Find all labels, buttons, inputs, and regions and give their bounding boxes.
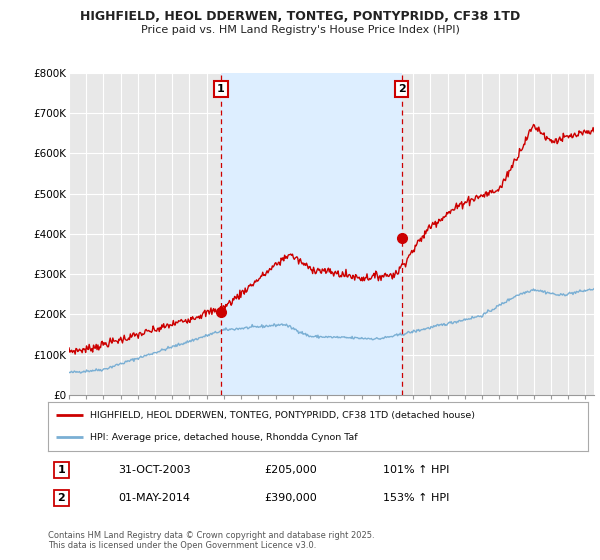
Text: 2: 2 [58, 493, 65, 503]
Text: HIGHFIELD, HEOL DDERWEN, TONTEG, PONTYPRIDD, CF38 1TD (detached house): HIGHFIELD, HEOL DDERWEN, TONTEG, PONTYPR… [90, 411, 475, 420]
Text: £205,000: £205,000 [264, 465, 317, 475]
Text: £390,000: £390,000 [264, 493, 317, 503]
Text: 1: 1 [58, 465, 65, 475]
Text: 01-MAY-2014: 01-MAY-2014 [118, 493, 190, 503]
Text: 101% ↑ HPI: 101% ↑ HPI [383, 465, 449, 475]
Text: 1: 1 [217, 84, 225, 94]
Text: 153% ↑ HPI: 153% ↑ HPI [383, 493, 449, 503]
Text: HPI: Average price, detached house, Rhondda Cynon Taf: HPI: Average price, detached house, Rhon… [90, 432, 358, 441]
Text: Contains HM Land Registry data © Crown copyright and database right 2025.
This d: Contains HM Land Registry data © Crown c… [48, 531, 374, 550]
Text: HIGHFIELD, HEOL DDERWEN, TONTEG, PONTYPRIDD, CF38 1TD: HIGHFIELD, HEOL DDERWEN, TONTEG, PONTYPR… [80, 10, 520, 23]
Text: 2: 2 [398, 84, 406, 94]
Text: Price paid vs. HM Land Registry's House Price Index (HPI): Price paid vs. HM Land Registry's House … [140, 25, 460, 35]
Bar [221, 73, 402, 395]
Text: 31-OCT-2003: 31-OCT-2003 [118, 465, 191, 475]
